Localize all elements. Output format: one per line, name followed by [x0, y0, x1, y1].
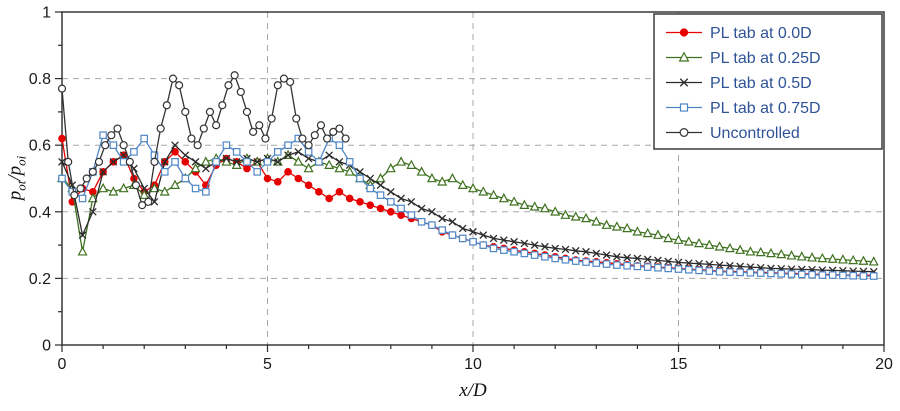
legend-item-label: PL tab at 0.0D — [710, 25, 812, 42]
legend: PL tab at 0.0D PL tab at 0.25D PL tab at 0… — [653, 13, 883, 150]
svg-text:10: 10 — [464, 356, 482, 373]
svg-text:0.2: 0.2 — [29, 271, 51, 288]
svg-text:5: 5 — [263, 356, 272, 373]
svg-text:0.6: 0.6 — [29, 138, 51, 155]
svg-text:0: 0 — [58, 356, 67, 373]
svg-text:0: 0 — [42, 338, 51, 355]
legend-item: PL tab at 0.0D — [666, 25, 812, 42]
y-axis-label: pot/poi — [4, 155, 29, 201]
legend-item-label: Uncontrolled — [710, 125, 800, 142]
tick-labels: 0 5 10 15 20 0 0.2 0.4 0.6 0.8 1 — [29, 5, 893, 374]
svg-text:0.4: 0.4 — [29, 204, 51, 221]
series-3 — [58, 131, 878, 280]
series-1 — [57, 149, 879, 266]
legend-item: PL tab at 0.5D — [666, 75, 812, 92]
series-4 — [57, 71, 350, 210]
legend-item-label: PL tab at 0.5D — [710, 75, 812, 92]
legend-item: PL tab at 0.75D — [666, 100, 821, 117]
svg-text:0.8: 0.8 — [29, 71, 51, 88]
legend-item-label: PL tab at 0.75D — [710, 100, 821, 117]
x-axis-label: x/D — [459, 380, 487, 401]
svg-text:15: 15 — [670, 356, 688, 373]
svg-text:1: 1 — [42, 5, 51, 22]
legend-item: Uncontrolled — [666, 125, 800, 142]
svg-text:20: 20 — [875, 356, 893, 373]
legend-item: PL tab at 0.25D — [666, 50, 821, 67]
legend-item-label: PL tab at 0.25D — [710, 50, 821, 67]
